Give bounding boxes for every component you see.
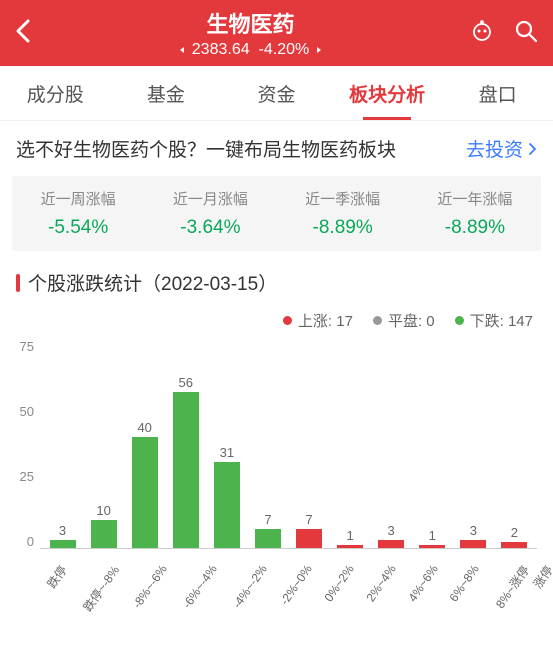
header-actions: [469, 18, 539, 49]
bar: [296, 529, 322, 549]
bar-value: 3: [59, 523, 66, 538]
x-label: 跌停~-8%: [79, 562, 123, 615]
sector-value: 2383.64: [192, 41, 250, 58]
bar: [337, 545, 363, 548]
promo-link[interactable]: 去投资: [466, 135, 537, 162]
x-label: 6%~8%: [447, 562, 485, 606]
bar-col: 1: [332, 339, 369, 548]
bar-value: 2: [511, 525, 518, 540]
stat-value: -8.89%: [409, 217, 541, 239]
bar-value: 7: [305, 512, 312, 527]
x-axis: 跌停跌停~-8%-8%~-6%-6%~-4%-4%~-2%-2%~0%0%~2%…: [40, 549, 537, 570]
bar-col: 3: [455, 339, 492, 548]
x-label: -8%~-6%: [130, 562, 172, 612]
x-label: -6%~-4%: [180, 562, 222, 612]
sector-title: 生物医药: [32, 7, 469, 39]
stat-3: 近一年涨幅 -8.89%: [409, 188, 541, 239]
promo-text: 选不好生物医药个股？一键布局生物医药板块: [16, 135, 396, 162]
header-title-block: 生物医药 2383.64 -4.20%: [32, 7, 469, 59]
bar: [460, 540, 486, 548]
tab-0[interactable]: 成分股: [0, 68, 111, 119]
bar-value: 1: [346, 528, 353, 543]
bar: [91, 520, 117, 548]
tab-3[interactable]: 板块分析: [332, 68, 443, 119]
stat-label: 近一月涨幅: [144, 188, 276, 209]
stat-1: 近一月涨幅 -3.64%: [144, 188, 276, 239]
bar-col: 10: [85, 339, 122, 548]
stat-2: 近一季涨幅 -8.89%: [277, 188, 409, 239]
legend-flat: 平盘: 0: [373, 310, 435, 331]
bar-value: 7: [264, 512, 271, 527]
bar: [419, 545, 445, 548]
chart-plot: 3104056317713132: [40, 339, 537, 549]
x-label: -4%~-2%: [230, 562, 272, 612]
legend-down: 下跌: 147: [455, 310, 533, 331]
bar-value: 1: [429, 528, 436, 543]
period-stats: 近一周涨幅-5.54%近一月涨幅-3.64%近一季涨幅-8.89%近一年涨幅-8…: [12, 176, 541, 251]
bar: [501, 542, 527, 548]
bar-value: 31: [220, 445, 234, 460]
search-icon[interactable]: [513, 18, 539, 49]
sector-sub: 2383.64 -4.20%: [32, 41, 469, 59]
chart-legend: 上涨: 17 平盘: 0 下跌: 147: [0, 310, 553, 339]
y-axis: 7550250: [8, 339, 34, 549]
bar-col: 40: [126, 339, 163, 548]
bar: [255, 529, 281, 549]
back-icon[interactable]: [14, 17, 32, 50]
bar-col: 56: [167, 339, 204, 548]
x-label: 跌停: [43, 562, 71, 591]
section-title-text: 个股涨跌统计（2022-03-15）: [28, 269, 277, 296]
x-label: 0%~2%: [322, 562, 360, 606]
bar: [378, 540, 404, 548]
stat-label: 近一周涨幅: [12, 188, 144, 209]
bar-col: 2: [496, 339, 533, 548]
bar-col: 7: [290, 339, 327, 548]
bar-col: 3: [373, 339, 410, 548]
stat-value: -5.54%: [12, 217, 144, 239]
distribution-chart: 7550250 3104056317713132 跌停跌停~-8%-8%~-6%…: [0, 339, 553, 639]
bar-value: 3: [470, 523, 477, 538]
bar: [132, 437, 158, 548]
stat-label: 近一季涨幅: [277, 188, 409, 209]
sector-change: -4.20%: [259, 41, 310, 58]
bar-value: 56: [179, 375, 193, 390]
stat-value: -8.89%: [277, 217, 409, 239]
stat-value: -3.64%: [144, 217, 276, 239]
x-label: 8%~涨停: [491, 562, 533, 611]
bar: [214, 462, 240, 548]
bar-col: 1: [414, 339, 451, 548]
tab-2[interactable]: 资金: [221, 68, 332, 119]
tab-4[interactable]: 盘口: [442, 68, 553, 119]
bar-value: 40: [137, 420, 151, 435]
x-label: -2%~0%: [278, 562, 318, 609]
bar-col: 31: [208, 339, 245, 548]
bar-col: 7: [249, 339, 286, 548]
bar-value: 10: [96, 503, 110, 518]
x-label: 涨停: [529, 562, 553, 591]
promo-link-label: 去投资: [466, 135, 523, 162]
app-header: 生物医药 2383.64 -4.20%: [0, 0, 553, 66]
section-title: 个股涨跌统计（2022-03-15）: [0, 269, 553, 296]
bar: [173, 392, 199, 548]
tabs: 成分股基金资金板块分析盘口: [0, 66, 553, 121]
stat-0: 近一周涨幅 -5.54%: [12, 188, 144, 239]
promo-bar: 选不好生物医药个股？一键布局生物医药板块 去投资: [0, 121, 553, 176]
legend-up: 上涨: 17: [283, 310, 353, 331]
tab-1[interactable]: 基金: [111, 68, 222, 119]
bar: [50, 540, 76, 548]
bar-value: 3: [388, 523, 395, 538]
x-label: 4%~6%: [405, 562, 443, 606]
robot-icon[interactable]: [469, 18, 495, 49]
x-label: 2%~4%: [363, 562, 401, 606]
bar-col: 3: [44, 339, 81, 548]
stat-label: 近一年涨幅: [409, 188, 541, 209]
